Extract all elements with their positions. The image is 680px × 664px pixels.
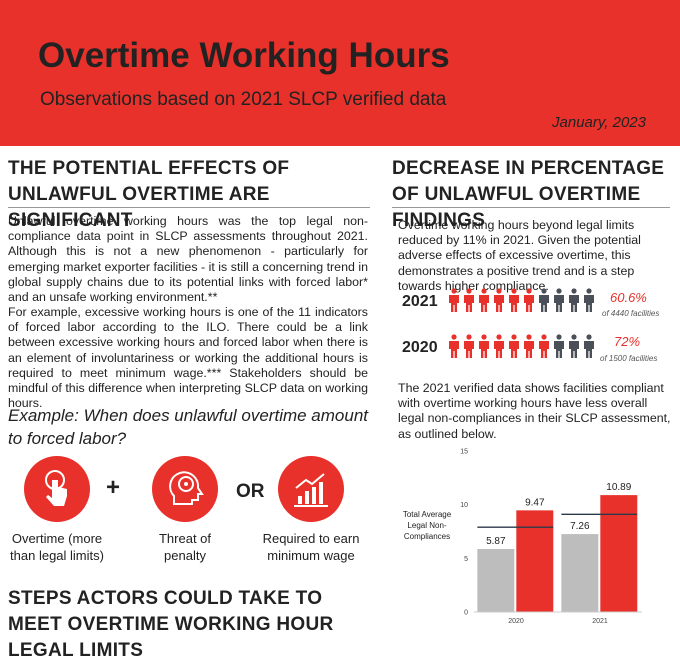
x-tick-label: 2021 [592,618,608,625]
data-label: 7.26 [570,521,590,532]
paragraph: Overtime working hours beyond legal limi… [398,218,641,293]
section-heading: DECREASE IN PERCENTAGE OF UNLAWFUL OVERT… [392,158,665,231]
icon [24,456,90,522]
paragraph: Unlawful overtime working hours was the … [8,214,368,305]
tap-icon [45,470,67,506]
facilities: of 4440 facilities [602,309,660,318]
operator: OR [236,481,265,502]
example-question: Example: When does unlawful overtime amo… [8,406,369,448]
percent: 72% [614,334,641,349]
icon [278,456,344,522]
chart-icon [294,473,328,507]
paragraph: For example, excessive working hours is … [8,305,368,411]
operator: + [106,474,121,501]
subtitle: Observations based on 2021 SLCP verified… [40,89,447,110]
x-tick-label: 2020 [508,618,524,625]
header [0,0,680,146]
year: 2021 [402,293,438,310]
data-label: 10.89 [606,482,631,493]
y-tick-label: 10 [460,502,468,509]
bar [477,548,515,612]
date: January, 2023 [552,114,646,131]
paragraph: The 2021 verified data shows facilities … [398,381,671,441]
condition-label: Threat of penalty [158,531,212,563]
bar [600,495,638,612]
rule [8,207,370,208]
icon [152,456,218,522]
y-tick-label: 5 [464,556,468,563]
y-tick-label: 0 [464,610,468,617]
people-row [449,334,594,358]
chart: 0 5 10 15 2020 5.87 9.47 2021 7.26 10.89 [460,449,642,625]
facilities: of 1500 facilities [600,354,658,363]
percent: 60.6% [610,290,647,305]
condition-label: Overtime (more than legal limits) [10,531,104,563]
y-tick-label: 15 [460,449,468,456]
people-row [449,288,594,312]
year: 2020 [402,339,438,356]
bar [561,534,599,612]
condition-label: Required to earn minimum wage [262,531,360,563]
rule [392,207,670,208]
data-label: 5.87 [486,536,506,547]
section-heading: STEPS ACTORS COULD TAKE TO MEET OVERTIME… [8,588,334,661]
bar [516,510,554,612]
target-icon [169,471,204,505]
y-axis-label: Total Average Legal Non-Compliances [402,510,452,541]
section-heading: THE POTENTIAL EFFECTS OF UNLAWFUL OVERTI… [8,158,290,231]
data-label: 9.47 [525,497,545,508]
title: Overtime Working Hours [38,36,450,75]
